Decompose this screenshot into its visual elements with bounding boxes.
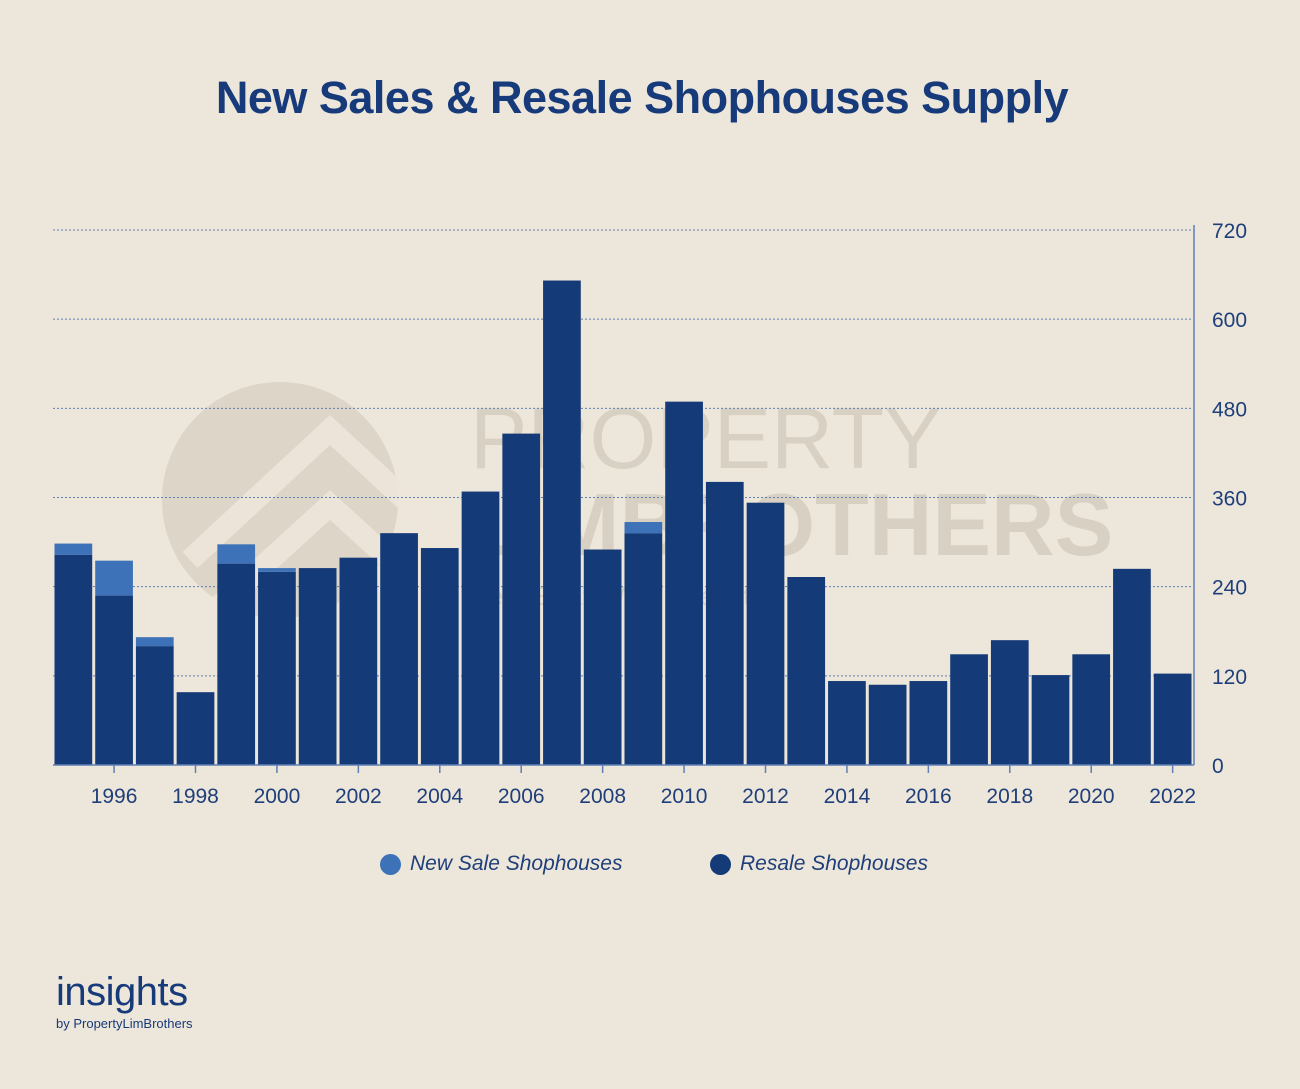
x-tick-label: 2014 [824, 785, 871, 808]
bar-resale [502, 433, 541, 765]
bar-resale [543, 280, 581, 765]
y-tick-label: 360 [1212, 488, 1247, 511]
bar-resale [1031, 675, 1070, 765]
bar-resale [828, 681, 866, 765]
bar-new-sale [135, 637, 174, 647]
x-tick-label: 1998 [172, 785, 219, 808]
y-tick-label: 480 [1212, 398, 1247, 421]
bar-resale [787, 577, 826, 765]
bar-resale [746, 502, 785, 765]
brand-logo: insights by PropertyLimBrothers [56, 970, 193, 1031]
legend-swatch-resale [710, 853, 731, 875]
bar-resale [380, 533, 418, 765]
bar-resale [135, 646, 174, 765]
legend-label-new-sale: New Sale Shophouses [410, 852, 623, 875]
legend-label-resale: Resale Shophouses [740, 852, 928, 875]
x-tick-label: 2004 [416, 785, 463, 808]
x-tick-label: 2020 [1068, 785, 1115, 808]
brand-main-text: insights [56, 970, 188, 1014]
bar-resale [258, 571, 296, 765]
bar-resale [705, 481, 744, 765]
bar-new-sale [624, 522, 663, 534]
x-tick-label: 2012 [742, 785, 789, 808]
bar-resale [1113, 568, 1151, 765]
x-tick-label: 2010 [661, 785, 708, 808]
bar-resale [176, 692, 215, 765]
brand-sub-text: by PropertyLimBrothers [56, 1016, 193, 1031]
chart-title: New Sales & Resale Shophouses Supply [215, 72, 1069, 123]
bar-resale [583, 549, 622, 765]
bar-resale [420, 548, 459, 765]
x-tick-label: 2002 [335, 785, 382, 808]
legend-item-resale: Resale Shophouses [710, 852, 928, 876]
x-tick-label: 2022 [1149, 785, 1196, 808]
x-tick-label: 1996 [91, 785, 138, 808]
y-tick-label: 600 [1212, 309, 1247, 332]
bar-resale [624, 533, 663, 765]
x-tick-label: 2006 [498, 785, 545, 808]
legend-swatch-new-sale [380, 853, 401, 875]
bar-resale [339, 557, 378, 765]
bar-resale [1153, 673, 1192, 765]
bar-resale [461, 491, 500, 765]
bar-new-sale [54, 543, 93, 555]
legend-item-new-sale: New Sale Shophouses [380, 852, 622, 876]
bar-resale [665, 401, 703, 765]
y-tick-label: 240 [1212, 577, 1247, 600]
x-tick-label: 2016 [905, 785, 952, 808]
y-tick-label: 120 [1212, 666, 1247, 689]
bar-new-sale [258, 568, 296, 572]
bar-resale [298, 568, 337, 765]
bar-resale [909, 681, 948, 765]
legend: New Sale Shophouses Resale Shophouses [0, 852, 1300, 884]
bar-new-sale [217, 544, 256, 564]
x-tick-label: 2018 [986, 785, 1033, 808]
x-tick-label: 2008 [579, 785, 626, 808]
bar-resale [950, 654, 988, 765]
bar-resale [990, 640, 1029, 765]
bar-resale [1072, 654, 1111, 765]
bar-resale [95, 595, 133, 765]
x-tick-label: 2000 [254, 785, 301, 808]
bar-resale [54, 554, 93, 765]
bar-new-sale [95, 560, 133, 596]
bar-resale [868, 684, 907, 765]
y-tick-label: 0 [1212, 755, 1224, 778]
bar-resale [217, 563, 256, 765]
y-tick-label: 720 [1212, 220, 1247, 243]
